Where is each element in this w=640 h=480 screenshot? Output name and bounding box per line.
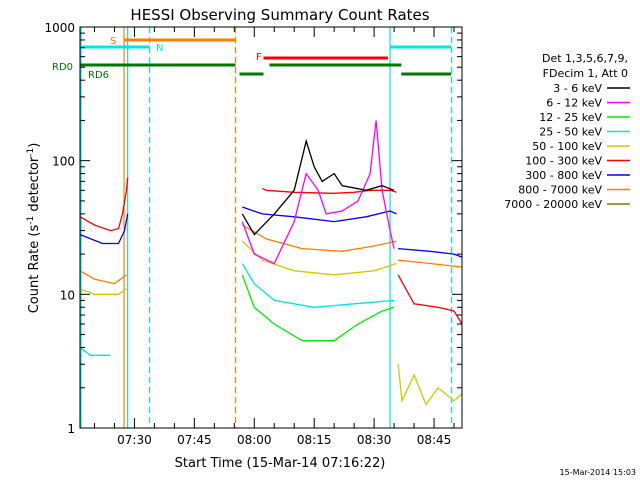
legend-entry-label: 6 - 12 keV — [546, 97, 602, 110]
y-tick-label: 1 — [67, 422, 75, 436]
count-rate-curve — [241, 274, 395, 342]
y-tick-label: 1000 — [44, 21, 75, 35]
count-rate-curve — [241, 120, 395, 265]
y-axis-label: Count Rate (s-1 detector-1) — [26, 143, 42, 314]
x-tick-label: 08:45 — [417, 433, 452, 447]
count-rate-curve — [79, 346, 111, 356]
count-rate-curve — [241, 240, 397, 276]
x-tick-label: 08:15 — [297, 433, 332, 447]
count-rate-curve — [397, 364, 463, 406]
count-rate-curves — [79, 120, 463, 406]
flag-label: F — [256, 52, 262, 63]
count-rate-curve — [241, 224, 397, 252]
count-rate-curve — [241, 263, 395, 308]
count-rate-curve — [79, 270, 127, 285]
legend: Det 1,3,5,6,7,9, FDecim 1, Att 0 3 - 6 k… — [504, 52, 630, 211]
legend-entry-label: 12 - 25 keV — [539, 111, 602, 124]
legend-entry-label: 300 - 800 keV — [525, 169, 602, 182]
count-rate-curve — [397, 274, 463, 325]
count-rate-curve — [79, 213, 129, 245]
count-rate-curve — [241, 138, 395, 236]
count-rate-curve — [398, 259, 463, 268]
count-rate-curve — [242, 206, 397, 223]
x-tick-label: 07:30 — [117, 433, 152, 447]
y-tick-label: 100 — [52, 155, 75, 169]
x-tick-label: 08:00 — [237, 433, 272, 447]
plot-area — [79, 27, 463, 428]
footer-timestamp: 15-Mar-2014 15:03 — [560, 468, 637, 477]
flag-label: S — [110, 36, 116, 47]
x-axis-label: Start Time (15-Mar-14 07:16:22) — [175, 456, 386, 471]
flag-labels: S N F RD0 RD6 — [52, 36, 262, 81]
count-rate-curve — [398, 247, 463, 258]
flag-label: RD0 — [52, 62, 73, 73]
legend-header-line-2: FDecim 1, Att 0 — [543, 67, 628, 80]
legend-entry-label: 7000 - 20000 keV — [504, 198, 602, 211]
count-rate-curve — [79, 177, 129, 232]
y-axis-ticks: 1 10 100 1000 — [44, 21, 462, 436]
legend-entry-label: 25 - 50 keV — [539, 126, 602, 139]
count-rate-curve — [262, 187, 397, 194]
legend-entry-label: 3 - 6 keV — [553, 82, 602, 95]
instrument-vertical-markers — [80, 27, 453, 428]
flag-label: N — [156, 43, 163, 54]
legend-entry-label: 50 - 100 keV — [532, 140, 602, 153]
x-tick-label: 07:45 — [177, 433, 212, 447]
x-axis-ticks: 07:30 07:45 08:00 08:15 08:30 08:45 — [94, 27, 455, 447]
y-tick-label: 10 — [60, 288, 75, 302]
x-tick-label: 08:30 — [357, 433, 392, 447]
flag-label: RD6 — [88, 70, 109, 81]
legend-entry-label: 800 - 7000 keV — [518, 184, 602, 197]
chart-title: HESSI Observing Summary Count Rates — [130, 6, 429, 24]
legend-entry-label: 100 - 300 keV — [525, 155, 602, 168]
legend-header-line-1: Det 1,3,5,6,7,9, — [542, 52, 628, 65]
flag-bars — [80, 38, 452, 76]
count-rate-curve — [79, 288, 127, 295]
plot-frame — [79, 26, 463, 429]
